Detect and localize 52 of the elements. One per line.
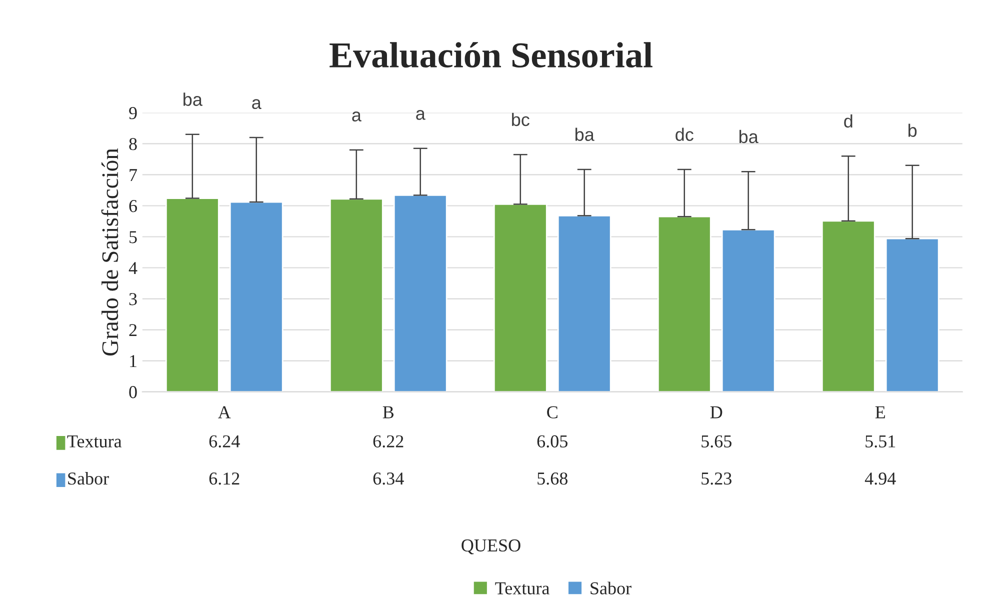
bar bbox=[329, 198, 384, 392]
x-tick-label: E bbox=[875, 406, 885, 418]
bar bbox=[393, 194, 448, 392]
bar bbox=[493, 204, 548, 392]
text: ba bbox=[184, 92, 202, 106]
annotation: bc bbox=[512, 112, 530, 126]
y-tick-label: 8 bbox=[129, 138, 137, 150]
x-tick-label: D bbox=[710, 406, 722, 418]
bar bbox=[821, 220, 876, 392]
annotation: dc bbox=[676, 128, 694, 141]
annotation: d bbox=[844, 114, 852, 128]
data-label: 4.94 bbox=[864, 472, 896, 485]
text: a bbox=[252, 99, 262, 110]
annotation: a bbox=[352, 112, 362, 122]
data-label: 5.65 bbox=[702, 435, 732, 448]
bar bbox=[721, 228, 776, 392]
data-label: 6.12 bbox=[209, 472, 240, 485]
x-tick-label: B bbox=[382, 406, 394, 418]
annotation: b bbox=[908, 124, 917, 137]
y-tick-label: 4 bbox=[128, 262, 138, 274]
y-tick-label: 9 bbox=[129, 107, 137, 120]
text: QUESO bbox=[462, 539, 520, 554]
text: Textura bbox=[495, 582, 550, 594]
y-tick-label: 5 bbox=[130, 231, 137, 244]
y-axis-title: Grado de Satisfacción bbox=[101, 148, 118, 356]
bar bbox=[557, 214, 612, 392]
y-tick-label: 6 bbox=[129, 200, 137, 212]
bar bbox=[229, 201, 284, 392]
legend-label: Sabor bbox=[68, 472, 109, 485]
data-label: 5.23 bbox=[702, 472, 732, 485]
y-tick-label: 7 bbox=[130, 169, 138, 182]
bar bbox=[657, 216, 712, 392]
annotation: a bbox=[416, 110, 426, 120]
y-tick-label: 2 bbox=[129, 324, 137, 336]
bar bbox=[165, 198, 220, 392]
text: Sabor bbox=[590, 582, 632, 594]
annotation: ba bbox=[739, 130, 758, 144]
annotation: ba bbox=[575, 128, 594, 141]
bar bbox=[885, 238, 940, 392]
data-label: 5.51 bbox=[866, 435, 896, 448]
x-tick-label: A bbox=[218, 406, 231, 418]
x-tick-label: C bbox=[547, 406, 558, 418]
data-label: 6.34 bbox=[373, 472, 404, 485]
y-tick-label: 3 bbox=[129, 293, 137, 306]
legend-label: Textura bbox=[67, 435, 122, 448]
data-label: 5.68 bbox=[538, 472, 568, 485]
y-tick-label: 1 bbox=[130, 355, 136, 368]
data-label: 6.24 bbox=[209, 435, 240, 448]
data-label: 6.22 bbox=[373, 435, 404, 448]
y-tick-label: 0 bbox=[129, 386, 137, 398]
chart-title: Evaluación Sensorial bbox=[330, 42, 652, 68]
data-label: 6.05 bbox=[537, 435, 568, 448]
